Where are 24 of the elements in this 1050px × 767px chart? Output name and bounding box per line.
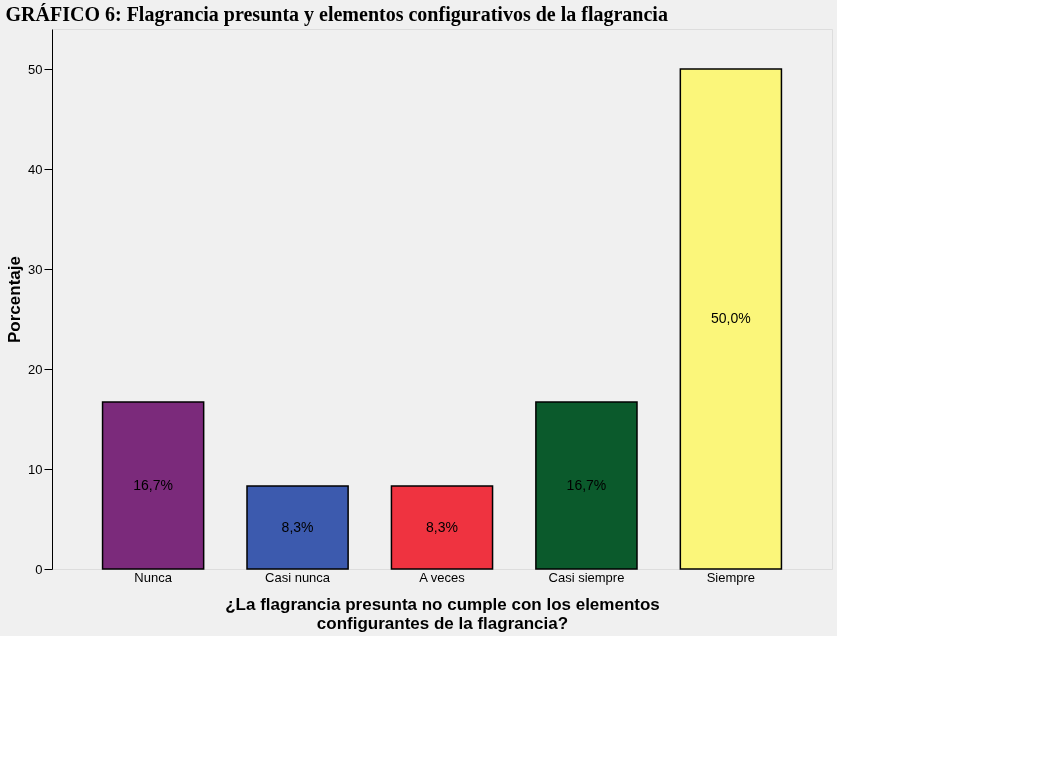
data-label: 8,3% [426, 518, 458, 535]
y-tick-label: 30 [28, 261, 43, 277]
x-tick-label: Siempre [706, 569, 756, 585]
y-tick-label: 0 [35, 561, 43, 577]
x-tick-label: Nunca [134, 569, 173, 585]
y-tick-label: 40 [28, 161, 43, 177]
bar [535, 401, 638, 570]
bar [390, 485, 494, 570]
data-label: 16,7% [133, 476, 173, 493]
y-tick-label: 20 [28, 361, 43, 377]
bar [101, 401, 205, 570]
y-tick-label: 10 [28, 461, 43, 477]
bar [679, 68, 783, 570]
y-axis-title: Porcentaje [5, 256, 25, 343]
x-tick-label: Casi siempre [548, 569, 625, 585]
data-label: 50,0% [711, 310, 751, 326]
chart-title: GRÁFICO 6: Flagrancia presunta y elementos configurativos de la flagrancia [5, 3, 668, 26]
x-tick-label: Casi nunca [265, 569, 331, 585]
x-tick-label: A veces [419, 569, 466, 585]
x-axis-title: ¿La flagrancia presunta no cumple con los elementos configurantes de la flagrancia? [225, 594, 660, 633]
bar [246, 485, 349, 570]
data-label: 8,3% [281, 518, 314, 535]
y-tick-label: 50 [28, 61, 43, 77]
data-label: 16,7% [566, 476, 607, 493]
